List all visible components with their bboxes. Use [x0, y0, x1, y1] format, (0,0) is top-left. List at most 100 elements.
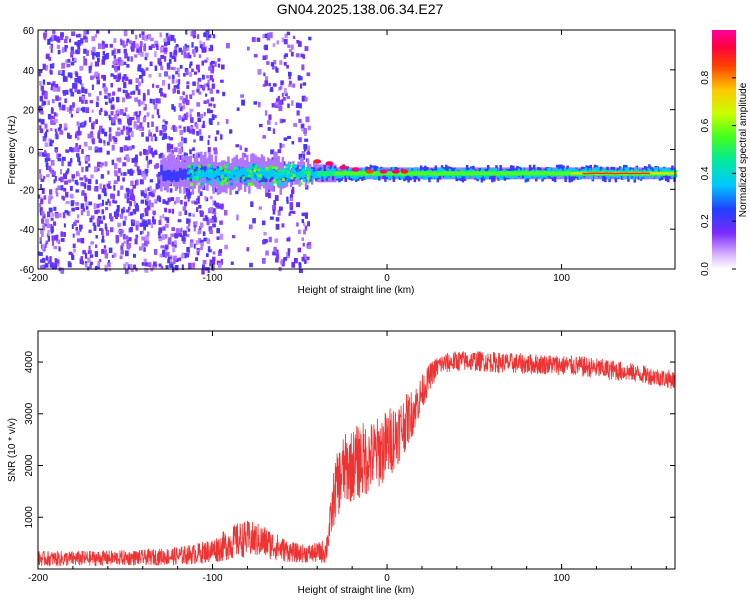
noise-cell	[287, 135, 291, 139]
noise-cell	[171, 78, 175, 84]
noise-cell	[71, 174, 75, 179]
noise-cell	[184, 116, 188, 120]
noise-cell	[173, 106, 176, 112]
signal-band-cell	[603, 172, 606, 175]
noise-cell	[100, 107, 103, 112]
noise-cell	[98, 43, 102, 49]
noise-cell	[69, 72, 73, 79]
signal-band-cell	[445, 164, 448, 176]
noise-cell	[163, 50, 168, 55]
signal-band-cell	[553, 171, 557, 183]
noise-cell	[267, 188, 271, 192]
noise-cell	[44, 263, 49, 268]
noise-cell	[38, 118, 42, 123]
noise-cell	[182, 230, 187, 237]
noise-cell	[195, 47, 198, 53]
noise-cell	[116, 131, 121, 137]
noise-cell	[278, 105, 283, 112]
noise-cell	[87, 250, 92, 255]
noise-cell	[42, 224, 45, 231]
noise-cell	[66, 63, 71, 68]
noise-cell	[75, 219, 79, 223]
noise-cell	[256, 37, 261, 42]
signal-cluster-cell	[284, 168, 288, 172]
noise-cell	[185, 187, 189, 192]
noise-cell	[134, 54, 138, 58]
noise-cell	[58, 177, 61, 181]
noise-cell	[200, 239, 204, 244]
noise-cell	[174, 147, 178, 153]
y-tick-label: 3000	[24, 402, 35, 425]
noise-cell	[148, 192, 153, 196]
noise-cell	[167, 83, 171, 90]
noise-cell	[131, 222, 135, 227]
noise-cell	[122, 208, 126, 213]
noise-cell	[182, 97, 185, 104]
signal-halo-cell	[176, 154, 180, 187]
noise-cell	[164, 41, 168, 47]
noise-cell	[264, 33, 268, 38]
signal-band-cell	[449, 171, 453, 175]
noise-cell	[198, 238, 202, 244]
noise-cell	[65, 149, 69, 153]
noise-cell	[104, 223, 107, 230]
signal-peak-cell	[379, 169, 388, 174]
noise-cell	[84, 193, 87, 199]
signal-cluster-cell	[220, 182, 224, 186]
noise-cell	[51, 108, 54, 114]
signal-cluster-cell	[269, 165, 273, 169]
noise-cell	[214, 61, 217, 67]
noise-cell	[88, 229, 92, 233]
noise-cell	[147, 187, 151, 191]
noise-cell	[287, 103, 290, 108]
noise-cell	[44, 123, 48, 129]
noise-cell	[146, 205, 151, 211]
signal-cluster-cell	[274, 176, 278, 180]
noise-cell	[97, 161, 101, 168]
noise-cell	[109, 213, 112, 219]
noise-cell	[208, 135, 211, 139]
noise-cell	[70, 52, 74, 58]
noise-cell	[127, 206, 131, 211]
signal-cluster-cell	[253, 171, 257, 175]
noise-cell	[99, 203, 103, 207]
signal-band-cell	[426, 171, 430, 176]
noise-cell	[144, 170, 147, 175]
noise-cell	[288, 75, 291, 80]
noise-cell	[70, 46, 74, 53]
noise-cell	[188, 262, 192, 269]
noise-cell	[82, 207, 86, 212]
signal-band-cell	[323, 164, 326, 176]
signal-band-cell	[401, 172, 405, 176]
noise-cell	[153, 133, 157, 137]
noise-cell	[284, 92, 288, 96]
noise-cell	[182, 156, 187, 161]
noise-cell	[197, 251, 200, 256]
noise-cell	[69, 193, 74, 198]
noise-cell	[126, 64, 130, 68]
noise-cell	[104, 249, 107, 255]
noise-cell	[125, 187, 130, 192]
signal-band-cell	[420, 171, 423, 175]
noise-cell	[97, 132, 101, 139]
noise-cell	[304, 138, 309, 142]
noise-cell	[127, 192, 130, 198]
noise-cell	[72, 233, 75, 238]
noise-cell	[157, 58, 162, 65]
noise-cell	[83, 48, 87, 54]
noise-cell	[204, 59, 208, 63]
noise-cell	[200, 222, 204, 228]
noise-cell	[143, 107, 147, 111]
noise-cell	[90, 174, 94, 179]
noise-cell	[46, 158, 51, 162]
signal-cluster-cell	[279, 183, 282, 187]
noise-cell	[180, 254, 185, 259]
noise-cell	[121, 230, 124, 234]
colorbar-tick-label: 0.2	[700, 214, 711, 228]
noise-cell	[127, 56, 130, 62]
noise-cell	[240, 94, 245, 98]
signal-cluster-cell	[209, 170, 213, 173]
noise-cell	[175, 71, 178, 75]
noise-cell	[301, 95, 306, 102]
noise-cell	[162, 214, 165, 219]
